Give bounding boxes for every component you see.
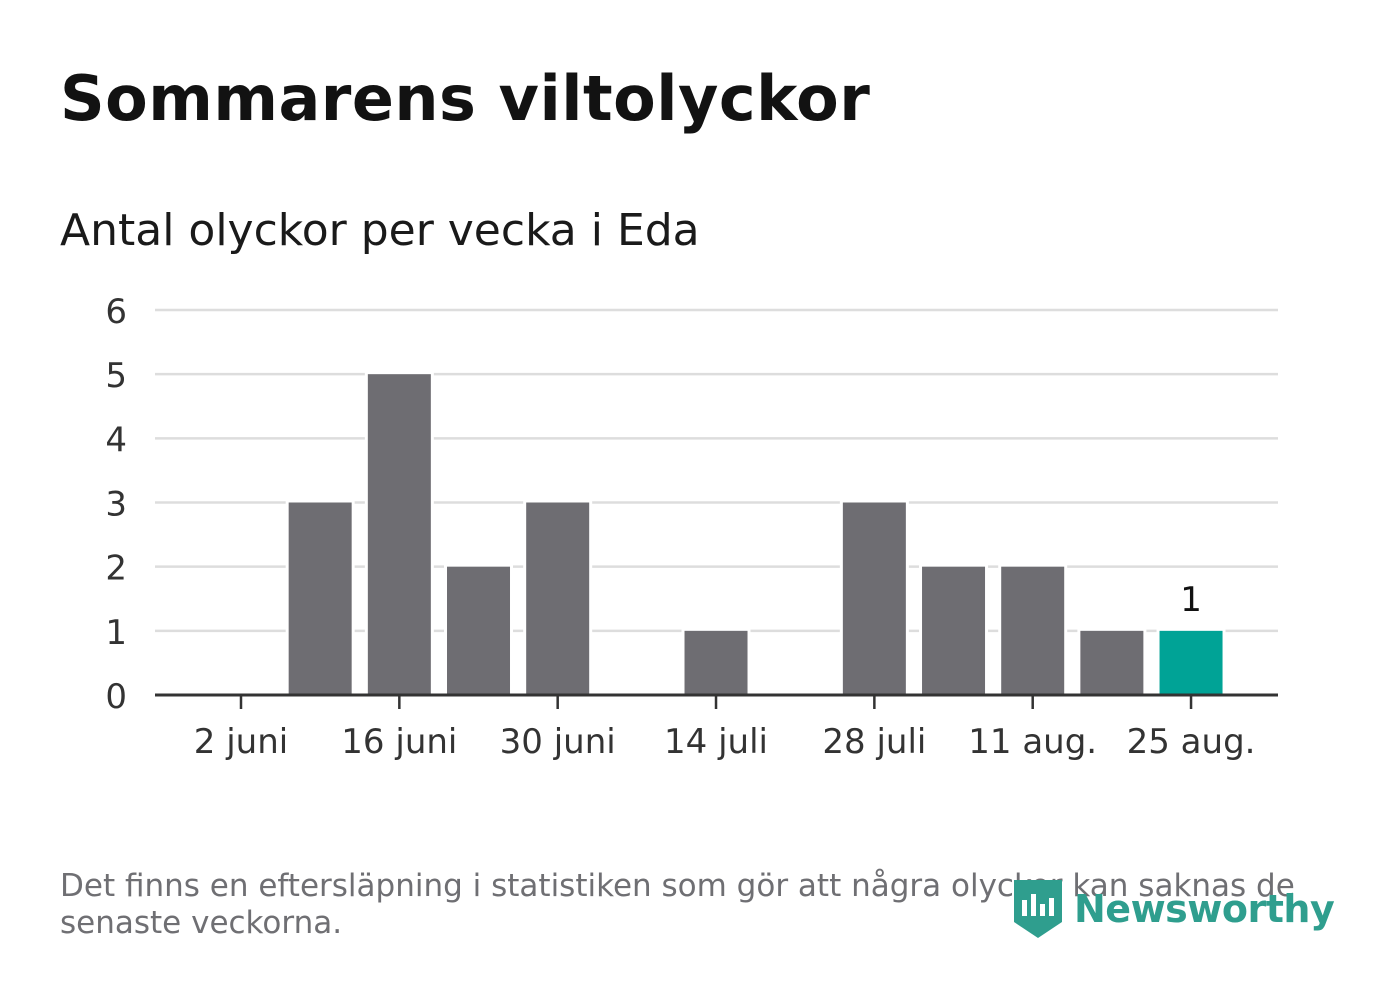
bar-chart: 0 1 2 3 4 5 6 1 2 juni 16 juni 30 juni 14 juli 28 ju… xyxy=(105,292,1278,762)
bar xyxy=(288,502,352,695)
x-tick-label: 14 juli xyxy=(664,722,768,762)
x-tick-label: 28 juli xyxy=(822,722,926,762)
bar xyxy=(526,502,590,695)
y-tick-label: 6 xyxy=(105,292,127,332)
bar xyxy=(447,566,511,695)
bar xyxy=(684,630,748,695)
x-tick-label: 11 aug. xyxy=(968,722,1097,762)
bar-highlight xyxy=(1159,630,1223,695)
bar xyxy=(1080,630,1144,695)
x-tick-label: 30 juni xyxy=(500,722,616,762)
x-tick-label: 2 juni xyxy=(194,722,288,762)
newsworthy-logo-icon xyxy=(1014,880,1062,938)
bar xyxy=(1001,566,1065,695)
y-tick-label: 1 xyxy=(105,613,127,653)
y-tick-label: 4 xyxy=(105,420,127,460)
chart-title: Sommarens viltolyckor xyxy=(60,62,871,135)
y-tick-label: 5 xyxy=(105,356,127,396)
y-tick-label: 0 xyxy=(105,677,127,717)
y-tick-label: 3 xyxy=(105,485,127,525)
chart-subtitle: Antal olyckor per vecka i Eda xyxy=(60,205,700,256)
bar xyxy=(922,566,986,695)
bar xyxy=(367,374,431,695)
bar xyxy=(842,502,906,695)
logo-text: Newsworthy xyxy=(1074,887,1335,931)
y-tick-label: 2 xyxy=(105,549,127,589)
newsworthy-logo: Newsworthy xyxy=(1010,876,1335,942)
x-tick-label: 16 juni xyxy=(341,722,457,762)
x-tick-label: 25 aug. xyxy=(1127,722,1256,762)
footnote: Det finns en eftersläpning i statistiken… xyxy=(60,868,1295,941)
data-label: 1 xyxy=(1180,580,1202,620)
